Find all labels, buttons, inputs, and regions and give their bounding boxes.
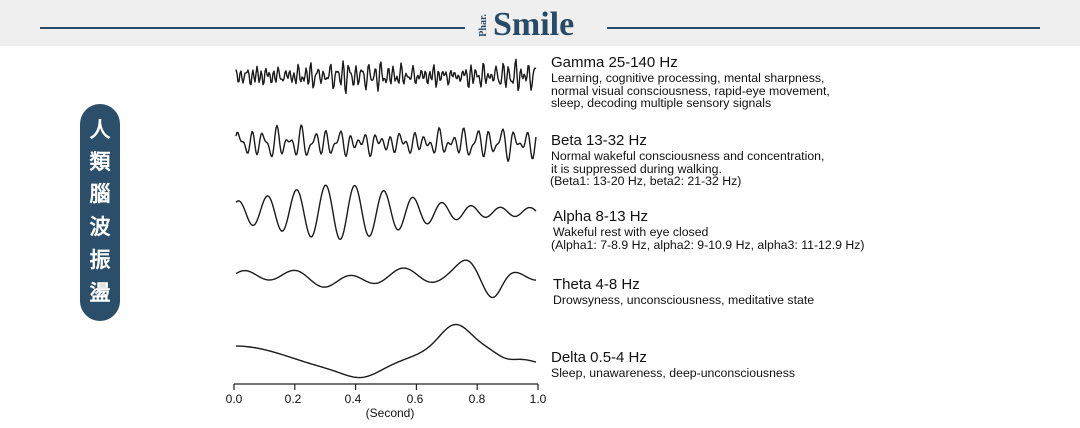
band-desc-line: Normal wakeful consciousness and concent… bbox=[551, 149, 825, 163]
axis-tick-label: 0.0 bbox=[226, 392, 243, 406]
brand-logo: Phar. Smile bbox=[478, 6, 574, 44]
axis-tick-label: 1.0 bbox=[530, 392, 547, 406]
side-title-char: 腦 bbox=[89, 182, 111, 206]
band-title: Delta 0.5-4 Hz bbox=[551, 349, 647, 366]
theta-wave bbox=[235, 259, 537, 299]
band-desc-line: normal visual consciousness, rapid-eye m… bbox=[551, 83, 830, 98]
band-desc-line: (Alpha1: 7-8.9 Hz, alpha2: 9-10.9 Hz, al… bbox=[551, 237, 865, 252]
band-title: Alpha 8-13 Hz bbox=[553, 208, 649, 225]
side-title-char: 振 bbox=[89, 248, 111, 272]
axis-label: (Second) bbox=[366, 406, 415, 420]
alpha-wave bbox=[235, 184, 537, 241]
side-title-char: 盪 bbox=[89, 281, 111, 305]
side-title-char: 波 bbox=[89, 215, 111, 239]
beta-band-info: Beta 13-32 Hz Normal wakeful consciousne… bbox=[550, 132, 825, 188]
brand-main-text: Smile bbox=[493, 6, 575, 43]
band-title: Gamma 25-140 Hz bbox=[551, 54, 678, 71]
theta-band-info: Theta 4-8 Hz Drowsyness, unconsciousness… bbox=[553, 276, 814, 307]
band-desc-line: Drowsyness, unconsciousness, meditative … bbox=[553, 293, 815, 307]
gamma-wave bbox=[235, 58, 537, 95]
axis-tick-label: 0.2 bbox=[285, 392, 302, 406]
delta-wave bbox=[235, 323, 537, 379]
band-desc-line: Sleep, unawareness, deep-unconsciousness bbox=[551, 366, 796, 380]
band-desc-line: (Beta1: 13-20 Hz, beta2: 21-32 Hz) bbox=[550, 174, 742, 188]
gamma-band-info: Gamma 25-140 Hz Learning, cognitive proc… bbox=[551, 54, 830, 110]
side-title-char: 類 bbox=[89, 150, 111, 174]
band-desc-line: it is suppressed during walking. bbox=[551, 161, 722, 176]
band-desc-line: sleep, decoding multiple sensory signals bbox=[551, 96, 772, 110]
delta-band-info: Delta 0.5-4 Hz Sleep, unawareness, deep-… bbox=[551, 349, 795, 380]
side-title-char: 人 bbox=[89, 118, 111, 142]
header-rule-right bbox=[607, 27, 1040, 29]
header-bar bbox=[0, 0, 1080, 46]
axis-tick-label: 0.4 bbox=[345, 392, 362, 406]
axis-tick-label: 0.8 bbox=[469, 392, 486, 406]
band-desc-line: Learning, cognitive processing, mental s… bbox=[551, 71, 825, 85]
time-axis bbox=[233, 383, 539, 390]
band-title: Theta 4-8 Hz bbox=[553, 276, 640, 293]
header-rule-left bbox=[40, 27, 465, 29]
band-desc-line: Wakeful rest with eye closed bbox=[553, 225, 709, 239]
side-title-pill: 人 類 腦 波 振 盪 bbox=[80, 104, 120, 321]
beta-wave bbox=[235, 124, 537, 163]
band-title: Beta 13-32 Hz bbox=[551, 132, 647, 149]
alpha-band-info: Alpha 8-13 Hz Wakeful rest with eye clos… bbox=[551, 208, 865, 252]
axis-tick-label: 0.6 bbox=[407, 392, 424, 406]
